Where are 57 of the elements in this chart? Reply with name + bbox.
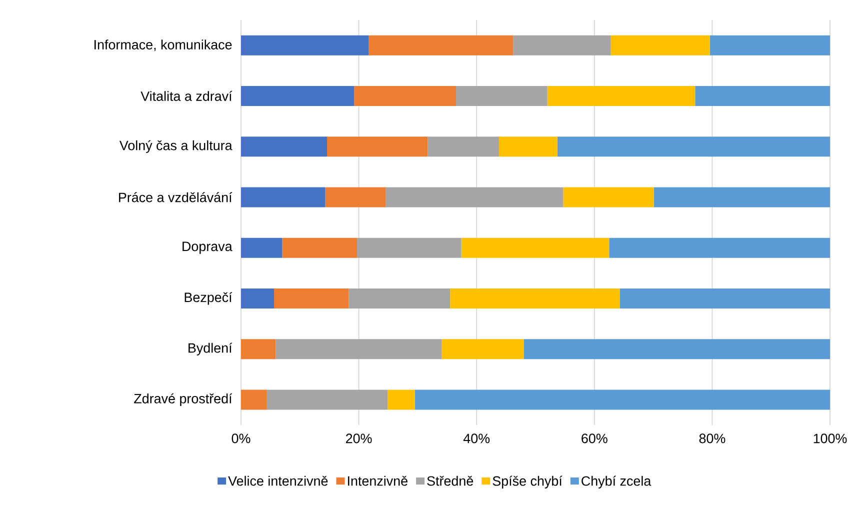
bar [498, 136, 558, 157]
bar [388, 390, 415, 410]
bar [241, 35, 369, 56]
legend-label: Středně [427, 476, 474, 486]
x-tick-label: 60% [582, 434, 608, 444]
bar [325, 187, 386, 208]
bar [654, 187, 830, 208]
y-tick-label: Bezpečí [184, 292, 232, 305]
x-tick-label: 80% [699, 434, 726, 444]
bar [557, 136, 830, 157]
bar [563, 187, 654, 208]
legend-label: Intenzivně [348, 476, 408, 486]
bar [456, 86, 548, 106]
x-tick-label: 100% [814, 434, 847, 444]
bar [610, 35, 710, 56]
bar [710, 35, 830, 56]
bar [241, 187, 326, 208]
legend-label: Chybí zcela [582, 476, 652, 488]
bar [276, 339, 442, 360]
bar [442, 339, 524, 360]
y-tick-label: Volný čas a kultura [119, 140, 232, 153]
bar [348, 288, 450, 308]
bar [354, 86, 456, 106]
y-tick-label: Doprava [182, 242, 232, 254]
x-tick-label: 0% [232, 434, 250, 444]
bar [450, 288, 620, 308]
bar [695, 86, 830, 106]
bar [282, 238, 358, 258]
y-tick-label: Práce a vzdělávání [119, 192, 232, 202]
bar [241, 136, 327, 157]
bar [368, 35, 514, 56]
y-tick-label: Zdravé prostředí [134, 393, 232, 406]
bar [326, 136, 428, 157]
bar [620, 288, 830, 308]
bar [241, 339, 276, 360]
x-tick-label: 40% [463, 434, 490, 444]
bar [524, 339, 830, 360]
bar [414, 390, 830, 410]
bar [241, 238, 282, 258]
bar [386, 187, 564, 208]
legend-label: Spíše chybí [492, 476, 562, 488]
bar [241, 86, 354, 106]
bar [274, 288, 349, 308]
bar [266, 390, 388, 410]
y-tick-label: Bydlení [188, 342, 232, 356]
bar [547, 86, 696, 106]
bar [513, 35, 611, 56]
bar [241, 390, 267, 410]
bar [428, 136, 499, 157]
bar [461, 238, 610, 258]
x-tick-label: 20% [346, 434, 372, 444]
y-tick-label: Informace, komunikace [94, 40, 232, 52]
legend-label: Velice intenzivně [228, 476, 328, 486]
bar [357, 238, 462, 258]
bar [609, 238, 830, 258]
bar [241, 288, 274, 308]
y-tick-label: Vitalita a zdraví [140, 90, 232, 101]
